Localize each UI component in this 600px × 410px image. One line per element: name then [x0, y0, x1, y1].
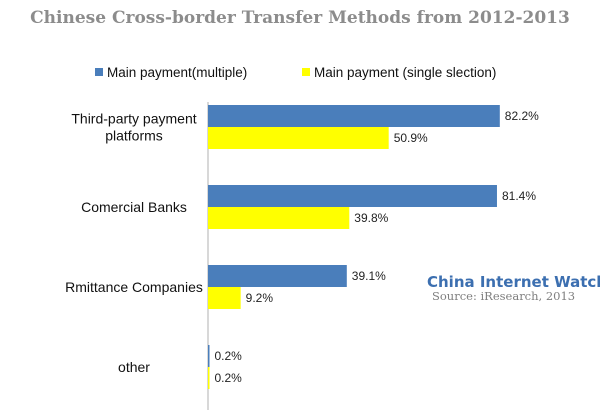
category-label-other: other	[118, 359, 150, 375]
bar-other-single	[208, 367, 210, 389]
value-label-comercial-banks-single: 39.8%	[354, 211, 388, 225]
chart-title: Chinese Cross-border Transfer Methods fr…	[30, 8, 570, 28]
category-label-comercial-banks: Comercial Banks	[81, 199, 187, 215]
value-label-rmittance-companies-multiple: 39.1%	[352, 269, 386, 283]
legend-label-multiple: Main payment(multiple)	[107, 65, 247, 80]
category-label-line: Comercial Banks	[81, 199, 187, 215]
legend: Main payment(multiple) Main payment (sing…	[95, 65, 496, 80]
category-label-line: Rmittance Companies	[65, 279, 203, 295]
legend-swatch-multiple	[95, 68, 103, 76]
value-label-third-party-payment-platforms-multiple: 82.2%	[505, 109, 539, 123]
watermark: China Internet Watch Source: iResearch, …	[427, 273, 600, 303]
category-label-rmittance-companies: Rmittance Companies	[65, 279, 203, 295]
bar-rmittance-companies-multiple	[208, 265, 347, 287]
watermark-brand: China Internet Watch	[427, 273, 600, 291]
category-label-line: Third-party payment	[71, 111, 196, 127]
value-label-rmittance-companies-single: 9.2%	[246, 291, 274, 305]
bar-third-party-payment-platforms-multiple	[208, 105, 500, 127]
bar-comercial-banks-multiple	[208, 185, 497, 207]
category-label-third-party-payment-platforms: Third-party payment platforms	[71, 111, 196, 144]
value-labels: 82.2% 50.9% 81.4% 39.8% 39.1% 9.2% 0.2% 0.2%	[215, 109, 540, 385]
category-labels: Third-party payment platforms Comercial Ba…	[65, 111, 203, 376]
watermark-source: Source: iResearch, 2013	[432, 289, 575, 303]
legend-label-single: Main payment (single slection)	[314, 65, 496, 80]
bar-rmittance-companies-single	[208, 287, 241, 309]
value-label-other-single: 0.2%	[215, 371, 243, 385]
legend-swatch-single	[302, 68, 310, 76]
bar-other-multiple	[208, 345, 210, 367]
bar-comercial-banks-single	[208, 207, 350, 229]
value-label-third-party-payment-platforms-single: 50.9%	[394, 131, 428, 145]
bar-third-party-payment-platforms-single	[208, 127, 389, 149]
value-label-other-multiple: 0.2%	[215, 349, 243, 363]
value-label-comercial-banks-multiple: 81.4%	[502, 189, 536, 203]
category-label-line: platforms	[105, 128, 163, 144]
bars	[208, 105, 500, 389]
category-label-line: other	[118, 359, 150, 375]
